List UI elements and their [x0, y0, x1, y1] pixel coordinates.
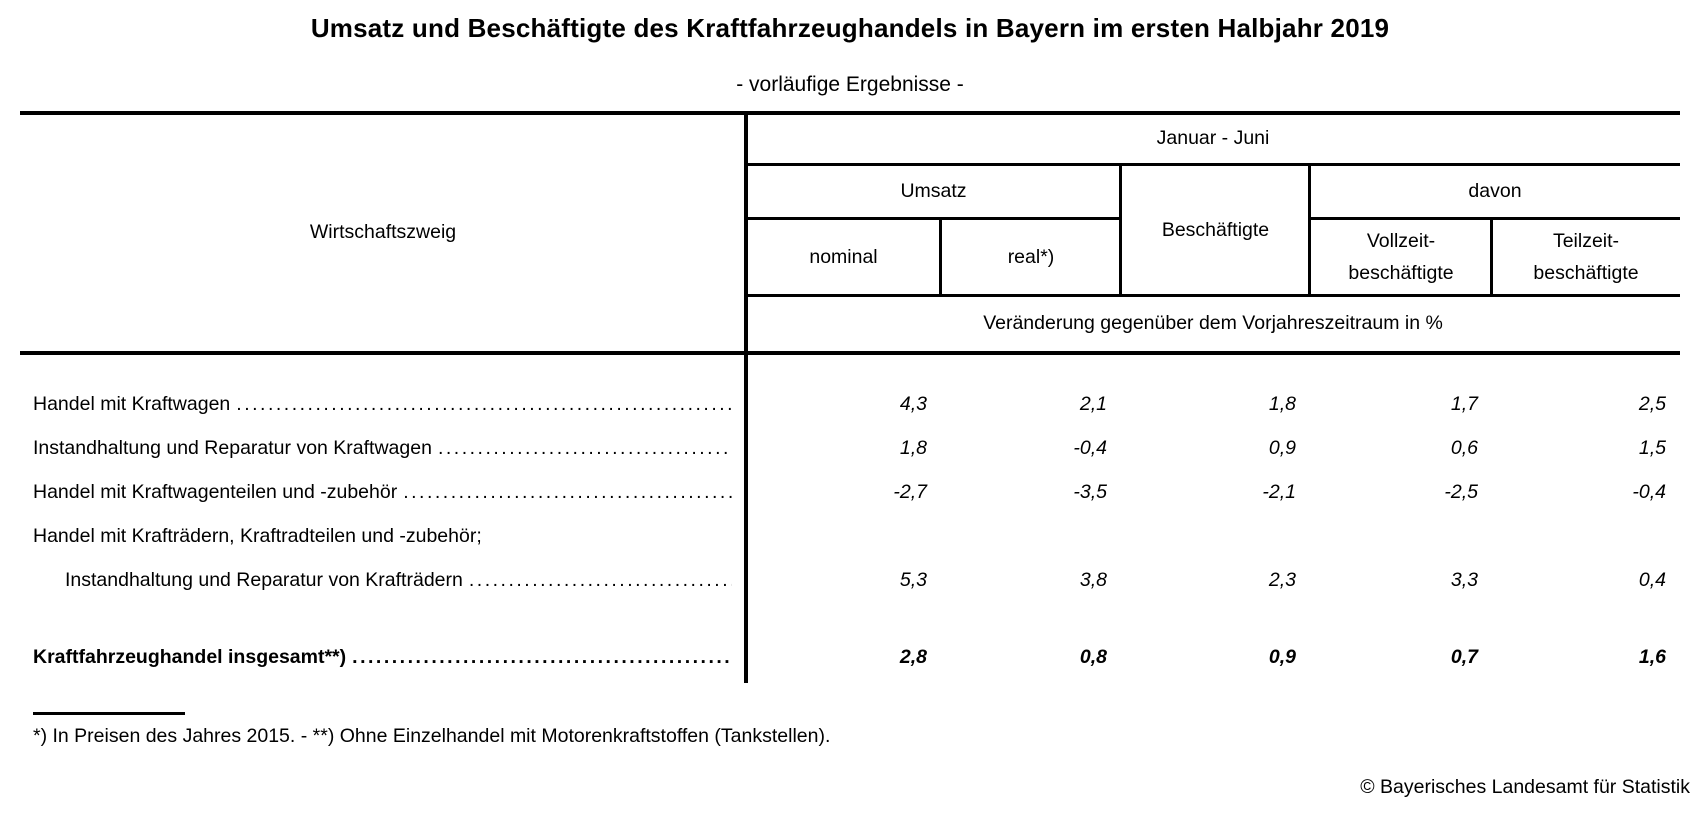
column-header-nominal: nominal [809, 245, 878, 268]
page-title: Umsatz und Beschäftigte des Kraftfahrzeu… [310, 13, 1390, 43]
column-header-teilzeit: Teilzeit- beschäftigte [1492, 220, 1680, 295]
value-teilzeit: 0,4 [1638, 569, 1666, 591]
column-header-teilzeit-line2: beschäftigte [1533, 261, 1639, 284]
table-row: Instandhaltung und Reparatur von Kraftwa… [20, 437, 1680, 467]
value-nominal: 5,3 [899, 569, 927, 591]
value-nominal: 2,8 [899, 646, 927, 668]
rule-under-subheaders [746, 294, 1680, 297]
page-subtitle: - vorläufige Ergebnisse - [736, 73, 964, 96]
value-teilzeit: 1,6 [1638, 646, 1666, 668]
value-nominal: 1,8 [899, 437, 927, 459]
value-nominal: -2,7 [893, 481, 927, 503]
value-real: 3,8 [1079, 569, 1107, 591]
table-row-line2: Instandhaltung und Reparatur von Krafträ… [20, 569, 1680, 599]
separator-beschaeftigte-davon [1308, 163, 1311, 297]
value-beschaeftigte: 0,9 [1268, 437, 1296, 459]
value-beschaeftigte: 1,8 [1268, 393, 1296, 415]
value-vollzeit: -2,5 [1444, 481, 1478, 503]
row-label: Handel mit Kraftwagen [20, 393, 746, 423]
separator-real-beschaeftigte [1119, 163, 1122, 297]
value-teilzeit: 1,5 [1638, 437, 1666, 459]
row-label: Handel mit Kraftwagenteilen und -zubehör [20, 481, 746, 511]
rule-under-umsatz-group [746, 217, 1121, 220]
value-real: -3,5 [1073, 481, 1107, 503]
value-teilzeit: -0,4 [1632, 481, 1666, 503]
value-vollzeit: 0,6 [1450, 437, 1478, 459]
table-row-line1: Handel mit Krafträdern, Kraftradteilen u… [20, 525, 1680, 555]
column-header-vollzeit: Vollzeit- beschäftigte [1310, 220, 1492, 295]
value-beschaeftigte: 0,9 [1268, 646, 1296, 668]
rule-under-davon-group [1310, 217, 1680, 220]
copyright-notice: © Bayerisches Landesamt für Statistik [1360, 776, 1690, 798]
separator-vollzeit-teilzeit [1490, 217, 1493, 297]
dot-leader [469, 569, 732, 592]
value-real: 0,8 [1079, 646, 1107, 668]
table-row: Handel mit Kraftwagenteilen und -zubehör… [20, 481, 1680, 511]
period-header: Januar - Juni [1156, 127, 1270, 150]
table-total-row: Kraftfahrzeughandel insgesamt**) 2,8 0,8… [20, 646, 1680, 676]
value-teilzeit: 2,5 [1638, 393, 1666, 415]
value-vollzeit: 1,7 [1450, 393, 1478, 415]
rule-under-period-header [746, 163, 1680, 166]
value-real: -0,4 [1073, 437, 1107, 459]
value-vollzeit: 0,7 [1450, 646, 1478, 668]
footnote-text: *) In Preisen des Jahres 2015. - **) Ohn… [33, 725, 831, 747]
column-header-vollzeit-line1: Vollzeit- [1366, 230, 1436, 253]
column-header-beschaeftigte: Beschäftigte [1161, 219, 1270, 242]
value-vollzeit: 3,3 [1450, 569, 1478, 591]
separator-nominal-real [939, 217, 942, 297]
row-label: Instandhaltung und Reparatur von Krafträ… [20, 569, 746, 599]
total-row-label: Kraftfahrzeughandel insgesamt**) [20, 646, 746, 676]
table-top-rule [20, 111, 1680, 115]
main-column-divider [744, 111, 748, 683]
column-header-real: real*) [1007, 245, 1055, 268]
value-real: 2,1 [1079, 393, 1107, 415]
value-beschaeftigte: 2,3 [1268, 569, 1296, 591]
dot-leader [403, 481, 732, 504]
value-nominal: 4,3 [899, 393, 927, 415]
group-header-umsatz: Umsatz [900, 180, 967, 203]
table-row: Handel mit Kraftwagen 4,3 2,1 1,8 1,7 2,… [20, 393, 1680, 423]
unit-band: Veränderung gegenüber dem Vorjahreszeitr… [983, 312, 1443, 335]
value-beschaeftigte: -2,1 [1262, 481, 1296, 503]
dot-leader [236, 393, 732, 416]
dot-leader [438, 437, 732, 460]
row-label: Handel mit Krafträdern, Kraftradteilen u… [33, 525, 482, 547]
group-header-davon: davon [1468, 180, 1522, 203]
table-header-bottom-rule [20, 351, 1680, 355]
column-header-vollzeit-line2: beschäftigte [1348, 261, 1454, 284]
footnote-rule [33, 712, 185, 715]
dot-leader [352, 646, 732, 669]
stub-column-header: Wirtschaftszweig [309, 221, 457, 244]
column-header-teilzeit-line1: Teilzeit- [1552, 230, 1620, 253]
row-label: Instandhaltung und Reparatur von Kraftwa… [20, 437, 746, 467]
